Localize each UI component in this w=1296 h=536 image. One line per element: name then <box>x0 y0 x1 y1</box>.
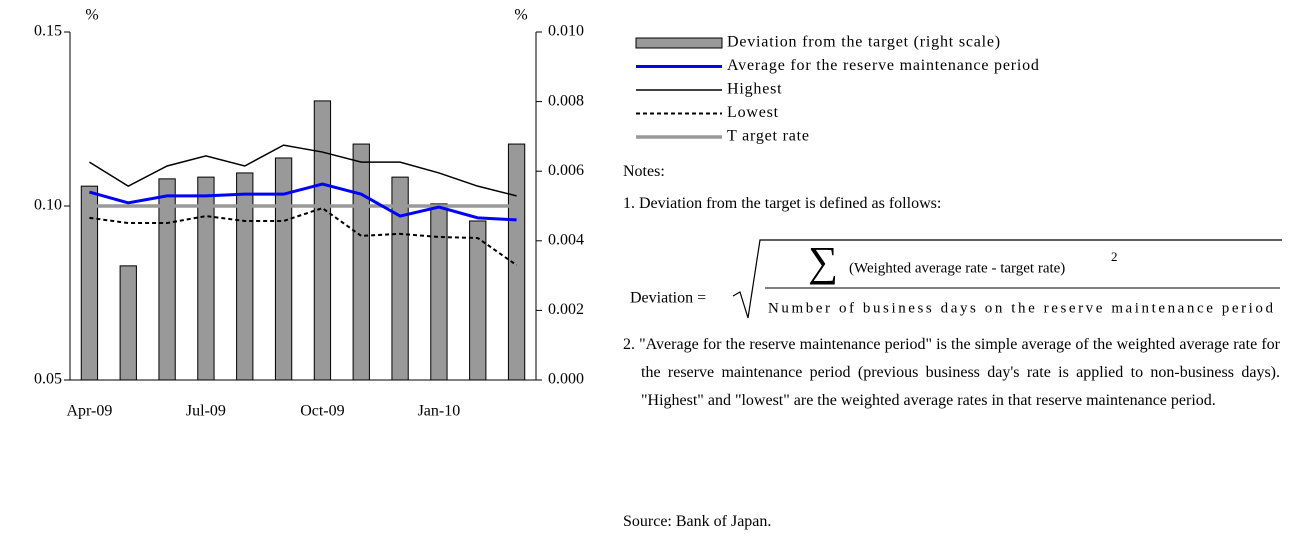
y2-tick-label: 0.002 <box>548 301 584 318</box>
formula-lhs: Deviation = <box>630 290 706 307</box>
x-tick-label: Oct-09 <box>300 403 344 420</box>
x-tick-label: Jul-09 <box>186 403 226 420</box>
y2-tick-label: 0.000 <box>548 371 584 388</box>
source: Source: Bank of Japan. <box>623 513 772 530</box>
denominator: Number of business days on the reserve m… <box>768 300 1274 316</box>
note-1: 1. Deviation from the target is defined … <box>623 195 942 212</box>
note-2: 2. "Average for the reserve maintenance … <box>623 336 1280 409</box>
bar <box>469 220 487 381</box>
bar <box>197 176 215 381</box>
y-tick-label: 0.10 <box>34 197 62 214</box>
legend-label: Highest <box>727 81 782 98</box>
y2-tick-label: 0.010 <box>548 23 584 40</box>
line <box>89 206 518 266</box>
y-tick-label: 0.05 <box>34 371 62 388</box>
legend-swatch <box>635 37 723 49</box>
legend-label: Deviation from the target (right scale) <box>727 34 1001 51</box>
y2-tick-label: 0.006 <box>548 162 584 179</box>
sum-symbol: ∑ <box>808 240 838 286</box>
x-tick-label: Jan-10 <box>418 403 461 420</box>
bar <box>391 176 409 381</box>
exponent: 2 <box>1111 249 1118 264</box>
legend-label: Lowest <box>727 104 779 121</box>
legend-label: T arget rate <box>727 128 810 145</box>
bar <box>158 178 176 381</box>
bar <box>236 172 254 381</box>
line <box>89 182 517 222</box>
bar <box>507 143 526 381</box>
y-unit: % <box>85 7 98 24</box>
y2-tick-label: 0.008 <box>548 92 584 109</box>
bar <box>80 185 99 381</box>
numerator: (Weighted average rate - target rate) <box>849 260 1065 276</box>
legend-label: Average for the reserve maintenance peri… <box>727 57 1040 74</box>
line <box>89 144 517 197</box>
bar <box>274 157 293 381</box>
notes-heading: Notes: <box>623 163 665 180</box>
bar <box>119 265 137 381</box>
radical <box>732 239 1282 319</box>
bar <box>430 203 448 381</box>
y2-tick-label: 0.004 <box>548 231 584 248</box>
bar <box>352 143 370 381</box>
y-tick-label: 0.15 <box>34 23 62 40</box>
bar <box>313 100 332 381</box>
x-tick-label: Apr-09 <box>66 403 112 420</box>
y2-unit: % <box>514 7 527 24</box>
